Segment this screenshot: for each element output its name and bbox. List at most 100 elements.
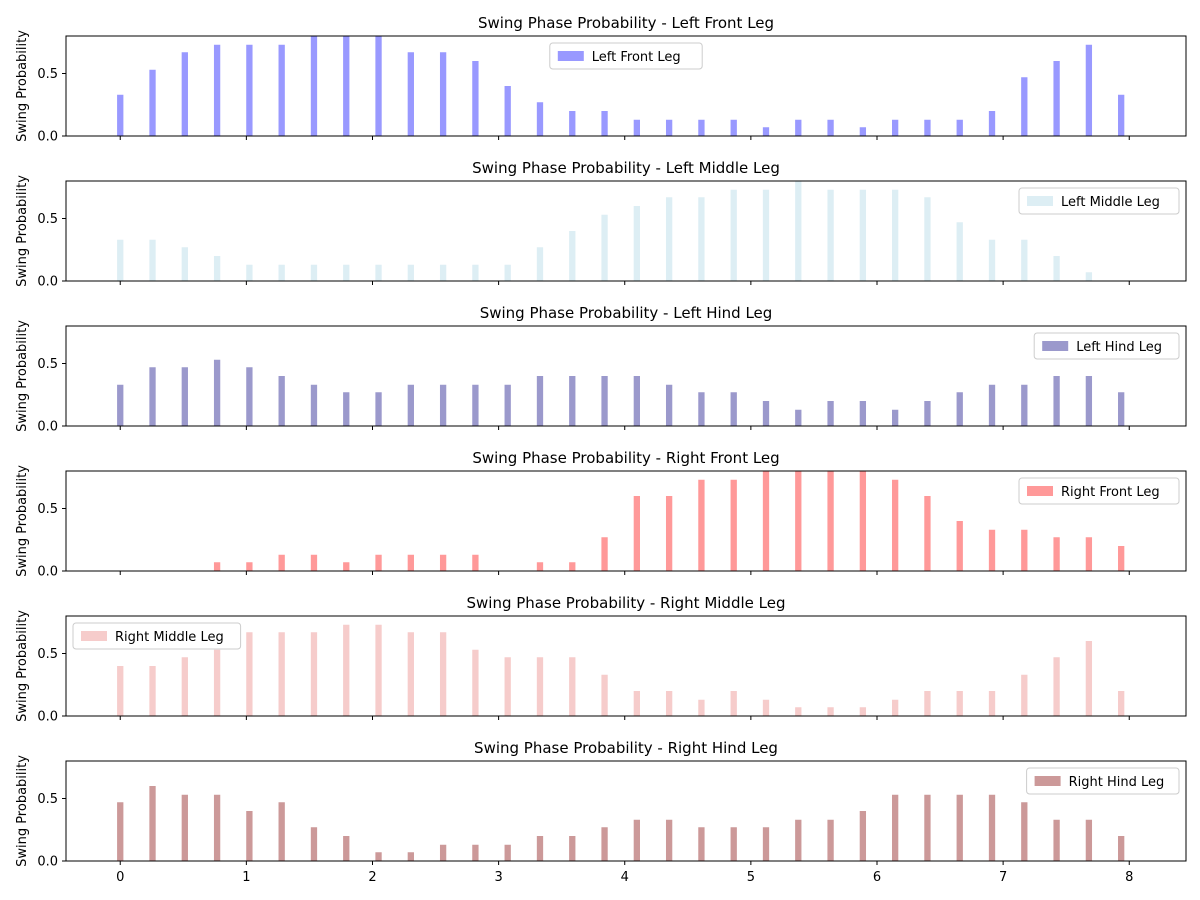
subplot-title: Swing Phase Probability - Left Middle Le… [472, 159, 780, 177]
bar [956, 794, 963, 861]
subplot-title: Swing Phase Probability - Left Hind Leg [480, 304, 773, 322]
bar [892, 409, 899, 426]
y-axis-label: Swing Probability [15, 320, 30, 432]
y-tick-label: 0.5 [37, 67, 58, 82]
bar [536, 657, 544, 716]
bar [633, 496, 640, 571]
bar [1085, 537, 1093, 571]
bar [569, 111, 576, 136]
bar [730, 392, 737, 426]
bar [1021, 384, 1028, 426]
bar [730, 827, 737, 861]
bar [278, 632, 285, 716]
bar [1118, 691, 1125, 716]
bar [956, 691, 963, 716]
bar [117, 384, 124, 426]
bar [536, 562, 544, 571]
bar [1021, 77, 1028, 136]
bar [601, 537, 608, 571]
bar [859, 189, 867, 281]
bar [1053, 657, 1060, 716]
bar [827, 819, 834, 861]
bar [504, 86, 511, 136]
bar [633, 376, 640, 426]
bar [1053, 819, 1060, 861]
bar [1118, 392, 1125, 426]
bar [665, 197, 673, 281]
bar [536, 836, 544, 861]
bar [246, 44, 253, 136]
bar [892, 189, 899, 281]
x-tick-label: 8 [1125, 870, 1133, 885]
bar [859, 811, 867, 861]
bar [472, 61, 479, 136]
bar [988, 691, 996, 716]
legend-box [1033, 332, 1180, 360]
bar [569, 562, 576, 571]
bar [795, 471, 802, 571]
x-tick-label: 7 [999, 870, 1007, 885]
bar [149, 239, 156, 281]
bar [827, 119, 834, 136]
bar [246, 264, 253, 281]
x-tick-label: 6 [873, 870, 881, 885]
bar [633, 691, 640, 716]
legend-swatch [1034, 776, 1061, 786]
legend-swatch [1027, 486, 1053, 496]
y-tick-label: 0.0 [37, 275, 58, 290]
bar [407, 632, 414, 716]
bar [246, 367, 253, 426]
bar [181, 657, 188, 716]
bar [375, 852, 382, 861]
bar [181, 794, 188, 861]
bar [343, 624, 350, 716]
bar [698, 197, 705, 281]
bar [375, 624, 382, 716]
bar [859, 401, 867, 426]
bar [892, 119, 899, 136]
bar [569, 836, 576, 861]
bar [181, 52, 188, 136]
bar [439, 844, 447, 861]
bar [1118, 94, 1125, 136]
subplot-title: Swing Phase Probability - Right Hind Leg [474, 739, 778, 757]
bar [698, 392, 705, 426]
bar [762, 127, 770, 136]
y-axis-label: Swing Probability [15, 30, 30, 142]
bar [795, 119, 802, 136]
bar [536, 376, 544, 426]
bar [536, 102, 544, 136]
bar [343, 562, 350, 571]
bar [1021, 529, 1028, 571]
bar [762, 699, 770, 716]
bar [117, 94, 124, 136]
bar [665, 819, 673, 861]
bar [730, 119, 737, 136]
legend: Left Front Leg [549, 42, 703, 70]
bar [1053, 376, 1060, 426]
bar [1021, 239, 1028, 281]
bar [827, 707, 834, 716]
bar [698, 479, 705, 571]
bar [1085, 641, 1093, 716]
bar [730, 691, 737, 716]
subplot-2: Swing Phase Probability - Left Middle Le… [15, 159, 1187, 290]
bar [924, 496, 931, 571]
legend-swatch [557, 51, 584, 61]
bar [924, 691, 931, 716]
bar [859, 127, 867, 136]
bar [762, 401, 770, 426]
bar [439, 632, 447, 716]
bar [601, 674, 608, 716]
bar [924, 794, 931, 861]
bar [407, 554, 414, 571]
bar [375, 554, 382, 571]
bar [698, 699, 705, 716]
bar [472, 844, 479, 861]
y-tick-label: 0.0 [37, 420, 58, 435]
legend-box [72, 622, 242, 650]
legend-label: Right Hind Leg [1069, 775, 1165, 790]
bar [117, 666, 124, 716]
subplot-title: Swing Phase Probability - Right Front Le… [472, 449, 779, 467]
bar [730, 479, 737, 571]
